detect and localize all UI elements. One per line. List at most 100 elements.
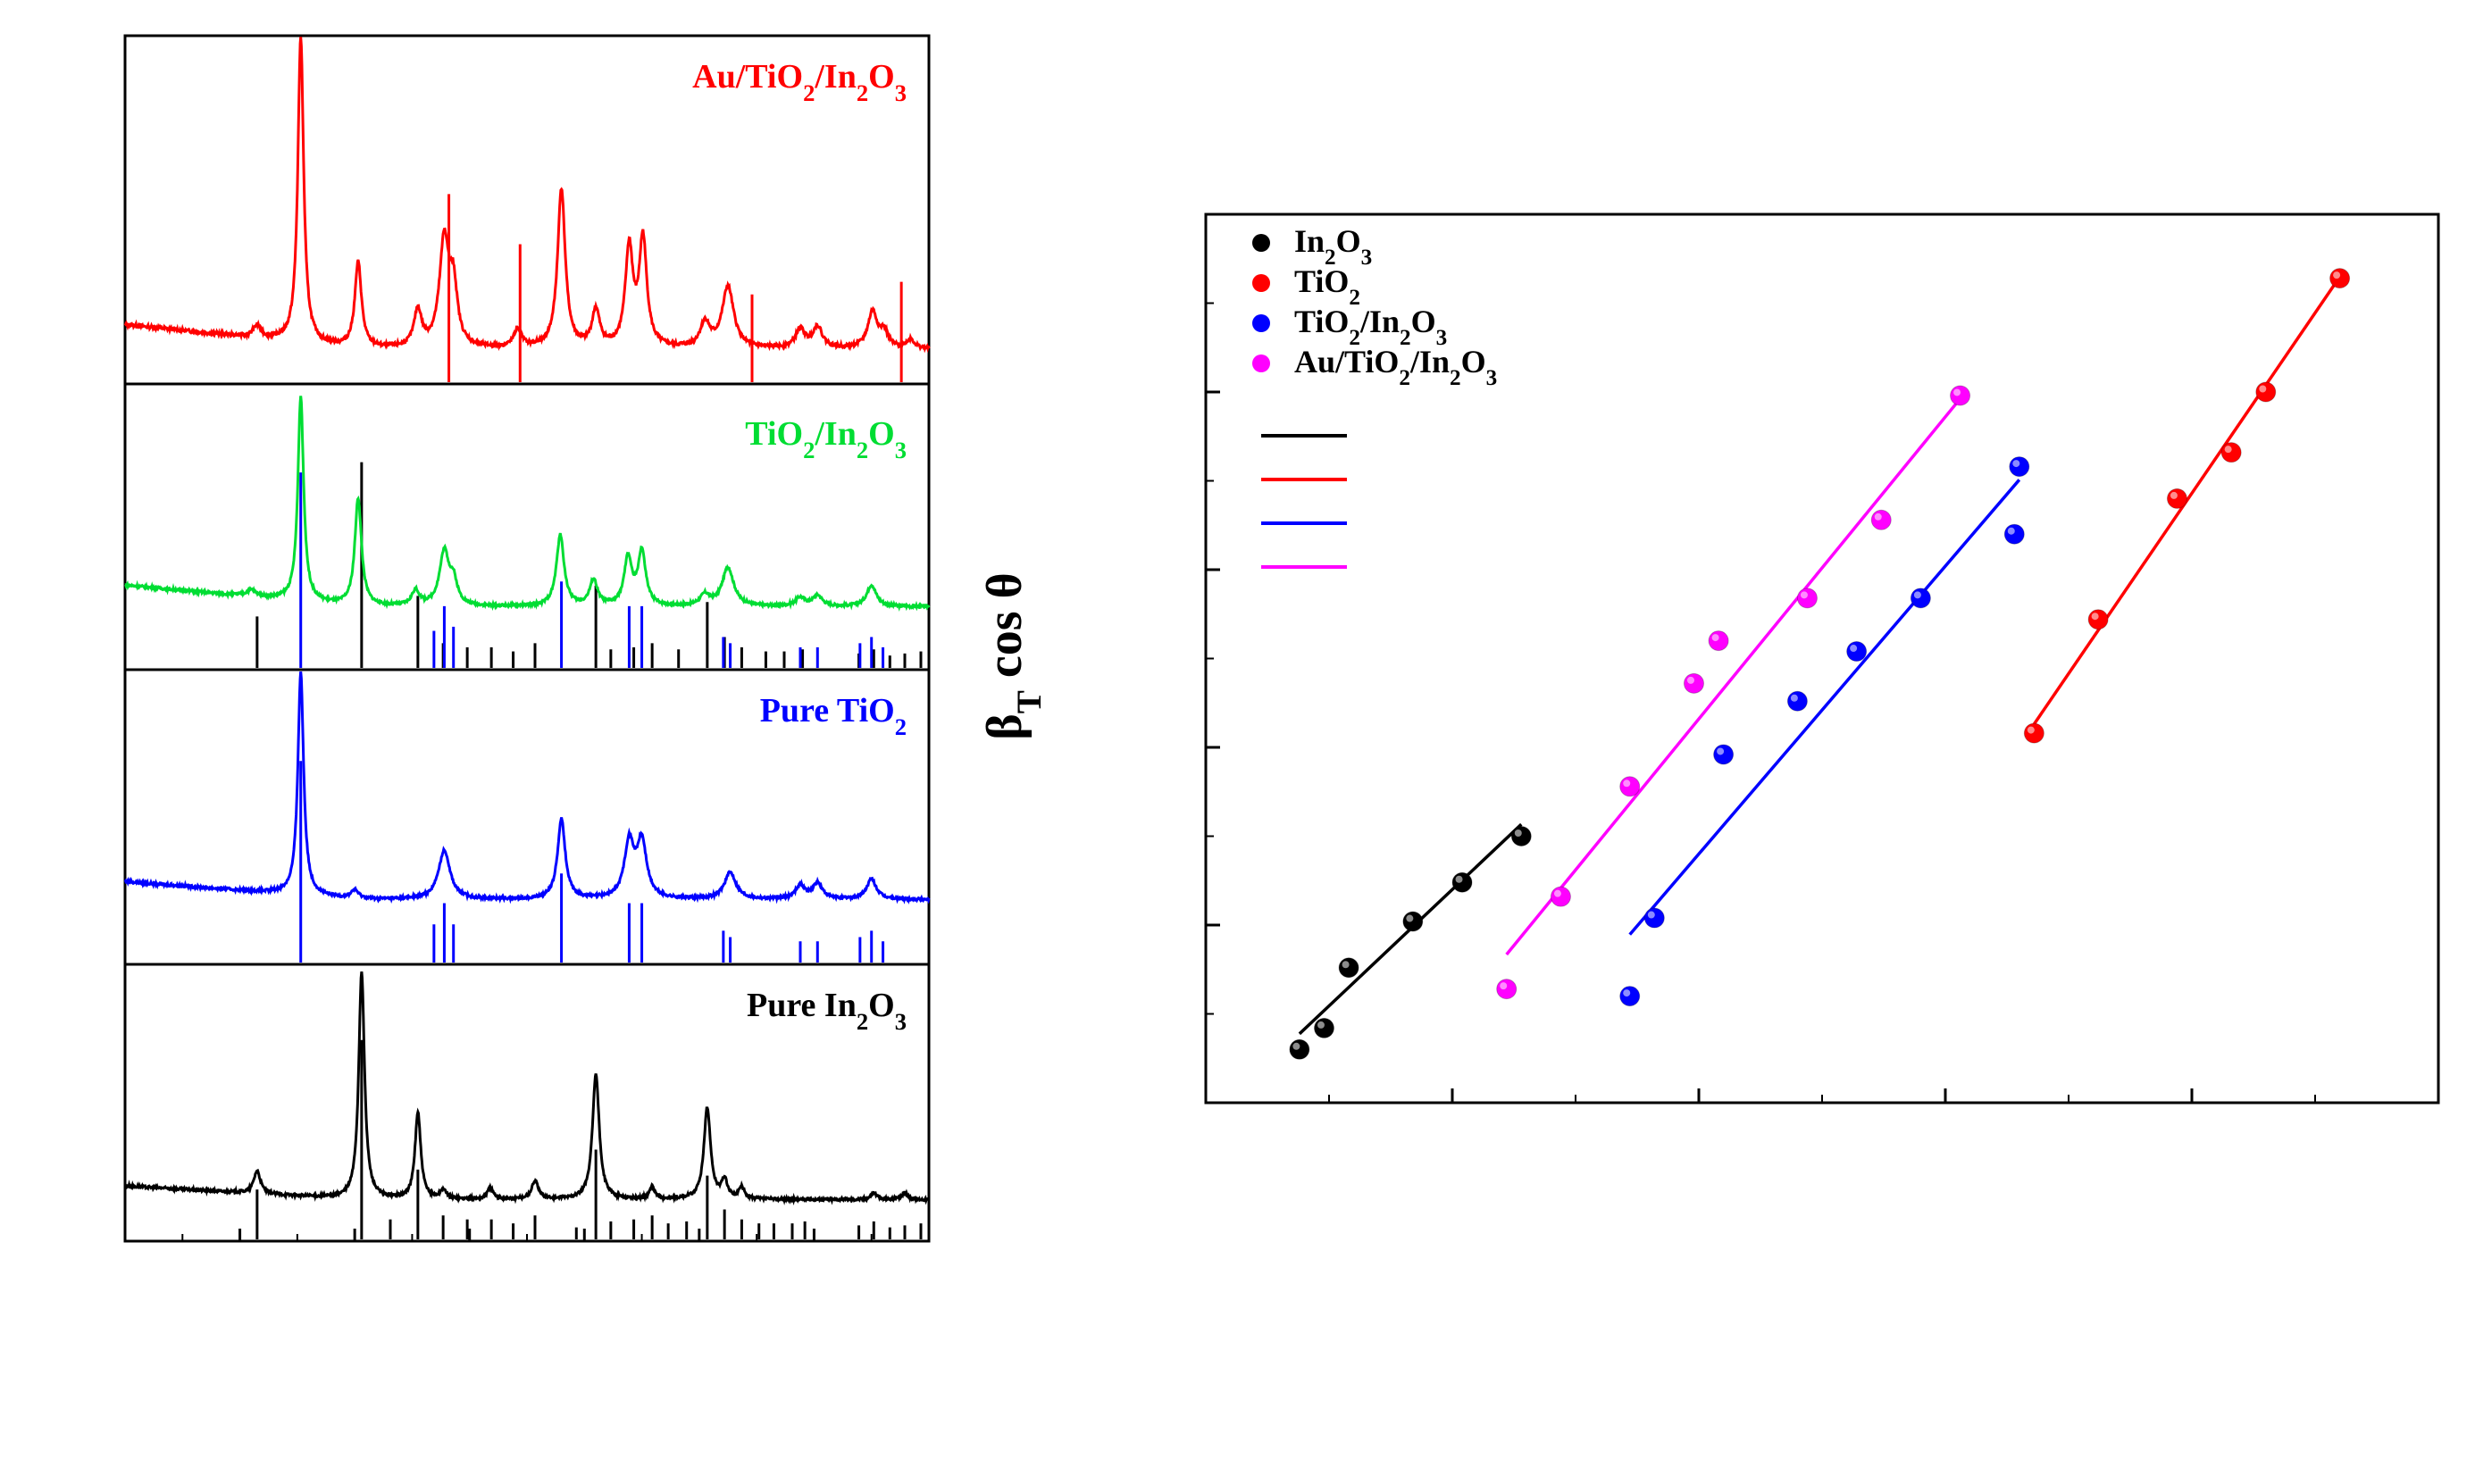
- legend-text: O: [1461, 344, 1486, 379]
- data-point-highlight: [1317, 1021, 1325, 1029]
- data-point-highlight: [2259, 385, 2267, 393]
- label-subscript: 2: [857, 79, 868, 106]
- legend-label: In2O3: [1294, 223, 1372, 270]
- data-point-highlight: [2170, 491, 2178, 499]
- legend-subscript: 2: [1325, 246, 1336, 270]
- data-point-highlight: [1406, 914, 1414, 922]
- data-point-highlight: [1500, 982, 1508, 990]
- label-subscript: 2: [803, 437, 815, 463]
- legend-subscript: 2: [1399, 366, 1410, 390]
- data-point: [1313, 1017, 1334, 1038]
- xrd-pattern: [123, 37, 931, 354]
- label-part: Pure In: [747, 987, 857, 1024]
- pattern-label: TiO2/In2O3: [745, 415, 907, 463]
- data-point: [2003, 523, 2025, 545]
- subpanel-frame: [123, 382, 931, 671]
- data-point-highlight: [2027, 726, 2035, 734]
- legend-text: /In: [1359, 304, 1400, 339]
- pattern-label: Pure TiO2: [760, 692, 907, 740]
- data-point-highlight: [1850, 645, 1858, 653]
- data-point: [1786, 690, 1808, 712]
- pattern-label: Au/TiO2/In2O3: [692, 58, 907, 106]
- xrd-subpanel-1: TiO2/In2O3: [123, 382, 931, 671]
- data-point-highlight: [1647, 911, 1655, 919]
- data-point: [2220, 442, 2242, 463]
- label-part: Pure TiO: [760, 692, 895, 729]
- xrd-pattern: [124, 396, 931, 613]
- legend-label: Au/TiO2/In2O3: [1294, 344, 1497, 390]
- y-title-beta: β: [977, 713, 1033, 740]
- data-point: [2023, 722, 2044, 744]
- label-part: Au/TiO: [692, 58, 803, 96]
- xrd-subpanel-0: Au/TiO2/In2O3: [123, 34, 931, 386]
- label-part: TiO: [745, 415, 803, 453]
- data-point-highlight: [1711, 634, 1719, 642]
- y-title-tail: cos θ: [977, 572, 1033, 690]
- data-point-highlight: [2224, 446, 2232, 454]
- data-point-highlight: [1790, 694, 1798, 702]
- label-subscript: 2: [895, 713, 907, 740]
- label-subscript: 3: [895, 437, 907, 463]
- xrd-subpanel-2: Pure TiO2: [123, 668, 931, 966]
- legend-text: Au/TiO: [1294, 344, 1399, 379]
- data-point: [2009, 456, 2030, 478]
- legend-text: O: [1336, 223, 1361, 259]
- legend-text: TiO: [1294, 263, 1349, 299]
- data-point-highlight: [1553, 889, 1561, 897]
- data-point: [1289, 1038, 1310, 1060]
- data-point: [1708, 630, 1729, 652]
- legend-marker: [1252, 314, 1270, 332]
- legend-marker: [1252, 234, 1270, 252]
- xrd-subpanel-3: Pure In2O3: [123, 963, 931, 1243]
- xrd-pattern: [123, 971, 930, 1205]
- data-point: [1510, 826, 1532, 846]
- data-point: [2329, 268, 2351, 289]
- label-subscript: 2: [857, 437, 868, 463]
- label-part: O: [868, 415, 895, 453]
- y-axis-title: βT cos θ: [977, 572, 1049, 740]
- legend-marker: [1252, 274, 1270, 292]
- legend-subscript: 3: [1486, 366, 1498, 390]
- fit-line: [1628, 479, 2021, 936]
- legend-marker: [1252, 354, 1270, 372]
- data-point: [2087, 609, 2109, 630]
- data-point-highlight: [1292, 1042, 1300, 1050]
- label-subscript: 3: [895, 79, 907, 106]
- data-point-highlight: [1913, 591, 1921, 599]
- legend-subscript: 2: [1349, 326, 1360, 350]
- data-point-highlight: [1717, 747, 1725, 755]
- pattern-label: Pure In2O3: [747, 987, 907, 1035]
- legend-label: TiO2: [1294, 263, 1360, 310]
- data-point-highlight: [1514, 830, 1522, 837]
- data-point: [1338, 957, 1359, 979]
- legend-subscript: 3: [1436, 326, 1448, 350]
- label-subscript: 3: [895, 1008, 907, 1035]
- y-title-subscript: T: [1010, 690, 1049, 713]
- data-point-highlight: [2007, 527, 2015, 535]
- fit-line: [1505, 397, 1961, 956]
- legend-subscript: 2: [1450, 366, 1461, 390]
- fit-line: [2032, 276, 2342, 725]
- data-point: [2255, 381, 2277, 403]
- data-point: [1496, 979, 1518, 1000]
- legend-subscript: 3: [1361, 246, 1373, 270]
- data-point: [1950, 385, 1971, 406]
- data-point: [1870, 509, 1892, 530]
- legend-subscript: 2: [1400, 326, 1411, 350]
- label-subscript: 2: [803, 79, 815, 106]
- data-point-highlight: [1800, 591, 1808, 599]
- data-point-highlight: [1342, 961, 1350, 969]
- data-point-highlight: [1623, 989, 1631, 997]
- data-point-highlight: [2091, 613, 2099, 621]
- data-point-highlight: [2333, 271, 2341, 279]
- data-point: [1683, 672, 1704, 694]
- label-part: O: [868, 58, 895, 96]
- data-point: [1643, 907, 1665, 929]
- data-point: [1402, 911, 1424, 932]
- label-subscript: 2: [857, 1008, 868, 1035]
- data-point: [1619, 986, 1641, 1007]
- legend-text: O: [1411, 304, 1436, 339]
